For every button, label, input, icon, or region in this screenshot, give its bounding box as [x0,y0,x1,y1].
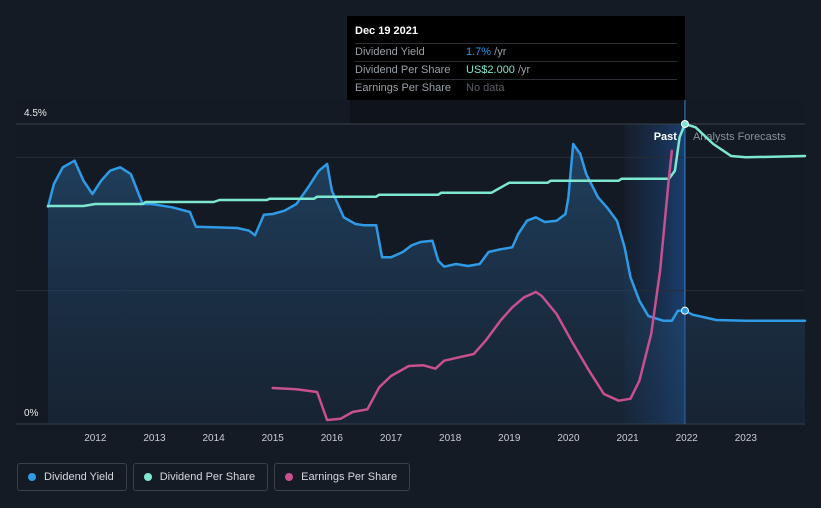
x-tick-label: 2019 [498,433,521,444]
tooltip-label: Dividend Yield [355,46,425,58]
legend-item-earnings-per-share[interactable]: Earnings Per Share [274,463,411,491]
dividend-yield-area [48,144,805,424]
tooltip-row-dividend-per-share: Dividend Per Share US$2.000 /yr [355,62,677,80]
earnings-per-share-line [271,149,674,422]
tooltip-row-dividend-yield: Dividend Yield 1.7% /yr [355,44,677,62]
x-tick-label: 2015 [262,433,285,444]
x-tick-label: 2014 [202,433,225,444]
tooltip-label: Earnings Per Share [355,82,451,94]
x-tick-label: 2012 [84,433,107,444]
dividend-yield-line [46,142,807,322]
legend-label: Dividend Yield [44,471,114,483]
dot-icon [143,473,152,481]
y-tick-label: 0% [24,408,39,419]
x-tick-label: 2016 [321,433,344,444]
dot-icon [28,473,36,481]
legend: Dividend Yield Dividend Per Share Earnin… [17,463,411,491]
legend-label: Dividend Per Share [159,471,256,483]
tooltip-row-earnings-per-share: Earnings Per Share No data [355,80,677,97]
tooltip-label: Dividend Per Share [355,64,451,76]
x-tick-label: 2023 [735,433,758,444]
x-tick-label: 2022 [676,433,699,444]
x-tick-label: 2013 [143,433,166,444]
past-label: Past [654,131,678,143]
legend-item-dividend-yield[interactable]: Dividend Yield [17,463,127,491]
x-tick-label: 2020 [557,433,580,444]
tooltip-value: US$2.000 [466,64,515,76]
y-tick-label: 4.5% [24,108,47,119]
tooltip-value: No data [466,82,505,94]
tooltip-value: 1.7% [466,46,492,58]
dividend-per-share-marker [680,120,689,128]
legend-item-dividend-per-share[interactable]: Dividend Per Share [132,463,269,491]
x-tick-label: 2018 [439,433,462,444]
legend-label: Earnings Per Share [301,471,398,483]
tooltip-unit: /yr [491,46,507,58]
forecast-label: Analysts Forecasts [693,131,786,143]
dividend-yield-marker [680,306,689,315]
tooltip-unit: /yr [514,64,531,76]
x-tick-label: 2017 [380,433,403,444]
dot-icon [285,473,294,481]
past-region-top [350,100,685,124]
tooltip-date: Dec 19 2021 [355,23,677,44]
tooltip: Dec 19 2021 Dividend Yield 1.7% /yr Divi… [347,16,685,100]
x-tick-label: 2021 [616,433,639,444]
